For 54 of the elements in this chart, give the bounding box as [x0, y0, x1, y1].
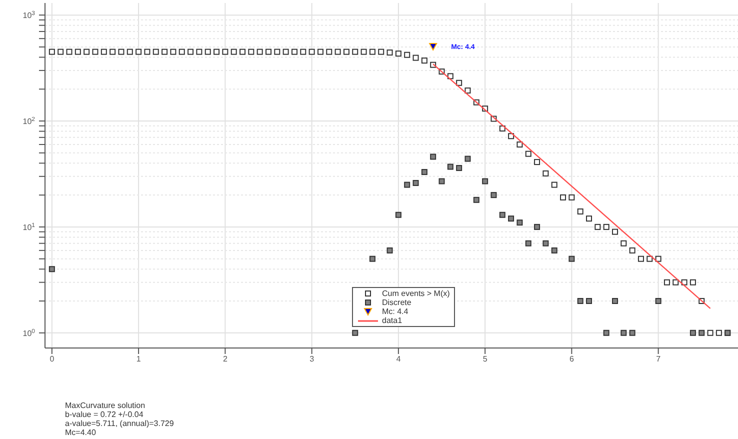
point — [404, 182, 410, 188]
point — [48, 266, 55, 272]
point — [430, 154, 436, 160]
y-tick-label: 10$^{1}$ — [22, 222, 36, 232]
point — [568, 256, 575, 262]
point — [421, 169, 428, 176]
y-tick-label: 10$^{0}$ — [22, 328, 36, 338]
x-tick-label: 0 — [50, 354, 55, 364]
point — [369, 256, 376, 262]
point — [603, 330, 610, 336]
point — [612, 298, 618, 304]
point — [352, 330, 358, 336]
x-tick-label: 3 — [310, 354, 315, 364]
y-tick-label: 10$^{2}$ — [22, 116, 36, 126]
x-tick-label: 1 — [136, 354, 142, 364]
point — [525, 240, 532, 246]
point — [690, 330, 696, 336]
point — [577, 298, 584, 304]
point — [490, 192, 497, 198]
point — [412, 180, 419, 186]
point — [629, 330, 636, 336]
x-tick-label: 2 — [222, 354, 228, 364]
point — [447, 164, 454, 170]
point — [386, 247, 393, 254]
point — [586, 298, 592, 304]
point — [655, 298, 662, 304]
text: Mc=4.40 — [65, 428, 97, 437]
y-tick-label: 10$^{3}$ — [22, 10, 36, 20]
point — [620, 330, 627, 336]
point — [482, 178, 488, 184]
point — [508, 216, 514, 222]
x-tick-label: 6 — [569, 354, 574, 364]
text: MaxCurvature solution — [65, 401, 146, 410]
legend-label: Discrete — [382, 298, 412, 307]
point — [473, 196, 480, 203]
text: a-value=5.711, (annual)=3.729 — [65, 419, 174, 428]
legend-label: Cum events > M(x) — [382, 289, 450, 298]
x-tick-label: 4 — [396, 354, 402, 364]
point — [698, 330, 705, 336]
legend-label: data1 — [382, 316, 402, 325]
point — [551, 247, 558, 254]
point — [534, 224, 540, 230]
legend-label: Mc: 4.4 — [382, 307, 408, 316]
point — [516, 220, 523, 226]
x-tick-label: 7 — [656, 354, 662, 364]
point — [464, 156, 471, 162]
point — [395, 212, 402, 218]
point — [456, 165, 462, 172]
point — [542, 240, 549, 246]
point — [499, 212, 506, 218]
point — [438, 178, 445, 184]
text: b-value = 0.72 +/-0.04 — [65, 410, 144, 419]
point — [429, 43, 438, 51]
x-tick-label: 5 — [482, 354, 488, 364]
